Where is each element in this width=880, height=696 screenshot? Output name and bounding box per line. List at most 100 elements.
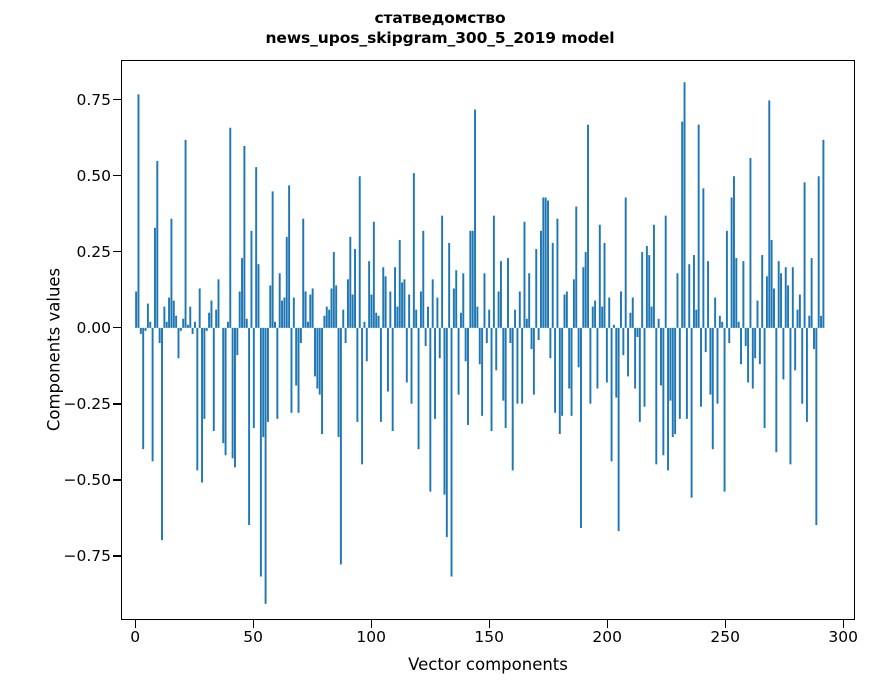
y-axis-tick-label: −0.50 (63, 471, 112, 489)
bar (589, 327, 592, 404)
bar (523, 221, 526, 328)
bar (652, 224, 655, 328)
x-axis-label: Vector components (408, 655, 568, 674)
bar (370, 294, 373, 328)
bar (697, 124, 700, 328)
bar (349, 236, 352, 328)
bar (191, 327, 194, 334)
bar (236, 327, 239, 356)
bar (700, 327, 702, 407)
bar (655, 327, 658, 465)
bar (532, 327, 535, 395)
x-axis-tick-label: 50 (243, 628, 264, 646)
x-axis-tick-mark (488, 620, 490, 628)
bar (295, 327, 298, 386)
bar (765, 276, 768, 328)
bar (328, 309, 331, 328)
bar (266, 327, 269, 422)
bar (634, 327, 637, 389)
bar (671, 327, 674, 438)
bar (335, 285, 338, 328)
bar (492, 215, 495, 328)
bar (603, 242, 606, 328)
plot-area (121, 60, 855, 620)
bar (271, 191, 274, 328)
bar (511, 327, 514, 471)
bar (415, 309, 418, 328)
bar (549, 327, 552, 359)
bar (474, 109, 477, 328)
bar (175, 315, 178, 328)
bar (756, 300, 759, 328)
bar (297, 327, 300, 413)
bar (502, 327, 505, 401)
bar (201, 327, 203, 483)
bar (179, 327, 182, 331)
bar (648, 255, 651, 328)
bar (554, 327, 557, 413)
bar (678, 327, 681, 419)
bar (255, 167, 258, 328)
bar (744, 327, 747, 347)
bar (309, 294, 312, 328)
bar (196, 327, 199, 471)
bar (751, 327, 754, 389)
bar (363, 321, 366, 328)
bar (318, 327, 321, 395)
bar (584, 252, 587, 328)
bar (163, 306, 166, 328)
bar (535, 249, 538, 328)
bar (813, 327, 815, 350)
bar (822, 139, 825, 328)
bar (311, 288, 314, 328)
bar (224, 327, 227, 456)
chart-title: статведомство news_upos_skipgram_300_5_2… (0, 8, 880, 49)
bar (285, 236, 288, 328)
bar (434, 327, 437, 419)
bar (544, 197, 547, 328)
bar (321, 327, 324, 435)
bar (577, 327, 580, 368)
bar (405, 327, 408, 383)
bar (521, 327, 524, 404)
bar (723, 327, 726, 492)
bar (403, 279, 406, 328)
bar (226, 321, 229, 328)
bar (733, 176, 735, 328)
bar (728, 327, 731, 344)
bar (754, 327, 757, 359)
bar (344, 327, 347, 344)
bar (462, 273, 465, 328)
bar (627, 327, 630, 377)
bar (189, 306, 192, 328)
bar (483, 273, 486, 328)
bar (156, 161, 159, 328)
bar (464, 327, 467, 362)
y-axis-label: Components values (44, 267, 64, 432)
bar (389, 291, 392, 328)
bar (459, 312, 462, 328)
bar (558, 327, 561, 435)
x-axis-tick-label: 250 (710, 628, 740, 646)
bar (215, 309, 218, 328)
bar (782, 327, 785, 380)
bar (151, 327, 154, 462)
bar (561, 327, 564, 416)
bar (707, 261, 710, 328)
bar (568, 327, 571, 389)
bar (551, 242, 554, 328)
bar (645, 245, 648, 328)
bar (186, 324, 189, 328)
bar (499, 261, 502, 328)
bar (384, 276, 387, 328)
bar (278, 273, 281, 328)
bar (431, 279, 434, 328)
bar (365, 327, 368, 362)
bar (565, 291, 568, 328)
chart-title-line-2: news_upos_skipgram_300_5_2019 model (265, 29, 615, 48)
bar (450, 327, 453, 577)
bar (629, 312, 632, 328)
bar (269, 285, 272, 328)
bar (304, 291, 307, 328)
bar (469, 230, 472, 328)
